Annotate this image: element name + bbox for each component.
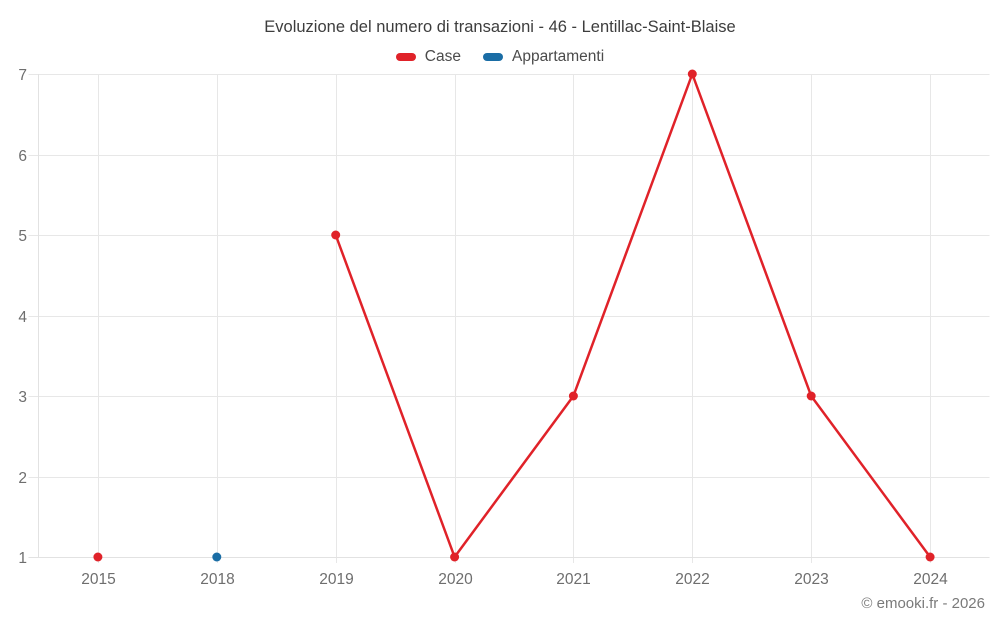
series-point-case xyxy=(806,391,816,401)
copyright-watermark: © emooki.fr - 2026 xyxy=(861,595,985,612)
legend: Case Appartamenti xyxy=(0,48,1000,66)
y-axis-tick-label: 2 xyxy=(18,470,27,487)
legend-label-appartamenti: Appartamenti xyxy=(511,48,605,65)
legend-item-appartamenti[interactable]: Appartamenti xyxy=(482,48,605,66)
x-axis-tick-label: 2015 xyxy=(81,571,115,588)
x-axis-tick-label: 2018 xyxy=(200,571,234,588)
y-axis-tick-label: 7 xyxy=(18,67,27,84)
case-series-swatch-icon xyxy=(395,53,416,61)
y-axis-tick-label: 5 xyxy=(18,228,27,245)
appartamenti-series-swatch-icon xyxy=(482,53,503,61)
series-point-case xyxy=(687,69,697,79)
x-axis-tick-label: 2020 xyxy=(438,571,473,588)
x-axis-tick-label: 2023 xyxy=(794,571,828,588)
series-point-case xyxy=(925,552,935,562)
chart-title: Evoluzione del numero di transazioni - 4… xyxy=(264,18,736,36)
series-point-case xyxy=(568,391,578,401)
legend-item-case[interactable]: Case xyxy=(395,48,461,66)
x-axis-tick-label: 2024 xyxy=(913,571,948,588)
y-axis-tick-label: 1 xyxy=(18,550,27,567)
x-axis-tick-label: 2021 xyxy=(556,571,590,588)
y-axis-tick-label: 4 xyxy=(18,309,27,326)
series-point-case xyxy=(331,230,341,240)
legend-label-case: Case xyxy=(424,48,461,65)
x-axis-tick-label: 2019 xyxy=(319,571,353,588)
series-point-case xyxy=(93,552,103,562)
series-point-case xyxy=(450,552,460,562)
y-axis-tick-label: 6 xyxy=(18,148,27,165)
series-point-appartamenti xyxy=(212,552,222,562)
y-axis-tick-label: 3 xyxy=(18,389,27,406)
series-line-case xyxy=(334,72,932,559)
x-axis-tick-label: 2022 xyxy=(675,571,709,588)
